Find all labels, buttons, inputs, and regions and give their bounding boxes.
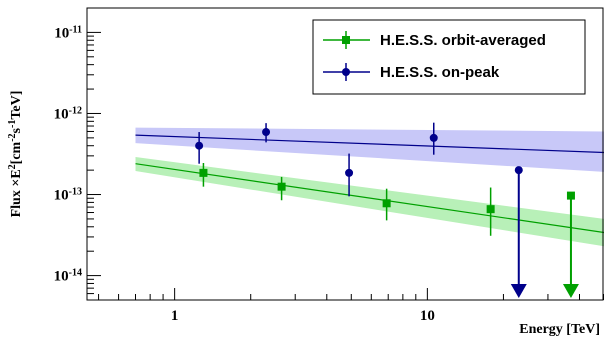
legend-label-orbit-averaged: H.E.S.S. orbit-averaged xyxy=(380,32,546,49)
upper-limit-arrow xyxy=(562,284,579,298)
confidence-band-1 xyxy=(135,127,604,172)
legend-entry-on-peak: H.E.S.S. on-peak xyxy=(323,63,500,81)
confidence-band-0 xyxy=(135,157,604,247)
data-point xyxy=(199,168,208,177)
legend-box xyxy=(312,19,586,95)
upper-limit-point xyxy=(514,166,523,175)
x-tick-label: 10 xyxy=(420,308,435,324)
y-axis-label: Flux ×E2[cm-2s-1TeV] xyxy=(7,91,25,218)
y-tick-label: 10-13 xyxy=(54,186,82,204)
y-tick-label: 10-11 xyxy=(54,24,82,42)
legend-label-on-peak: H.E.S.S. on-peak xyxy=(380,64,500,81)
data-point xyxy=(262,128,271,137)
y-tick-label: 10-12 xyxy=(54,105,82,123)
legend-entry-orbit-averaged: H.E.S.S. orbit-averaged xyxy=(323,31,546,49)
axis-tick-labels: 1 10 10-14 10-13 10-12 10-11 xyxy=(54,24,435,324)
y-tick-label: 10-14 xyxy=(54,267,82,285)
fit-lines xyxy=(135,134,604,234)
data-point xyxy=(345,168,354,177)
data-marks xyxy=(195,122,579,298)
legend: H.E.S.S. orbit-averaged H.E.S.S. on-peak xyxy=(312,19,586,95)
data-point xyxy=(429,133,438,142)
plot-frame xyxy=(86,7,604,301)
data-point xyxy=(277,182,286,191)
confidence-bands xyxy=(135,127,604,247)
upper-limit-point xyxy=(566,191,575,200)
x-tick-label: 1 xyxy=(171,308,179,324)
axis-ticks xyxy=(87,7,604,301)
data-point xyxy=(486,205,495,214)
fit-line-0 xyxy=(135,163,604,234)
x-axis-label: Energy [TeV] xyxy=(519,322,600,337)
upper-limit-arrow xyxy=(510,284,527,298)
data-point xyxy=(382,199,391,208)
fit-line-1 xyxy=(135,134,604,154)
data-point xyxy=(195,141,204,150)
